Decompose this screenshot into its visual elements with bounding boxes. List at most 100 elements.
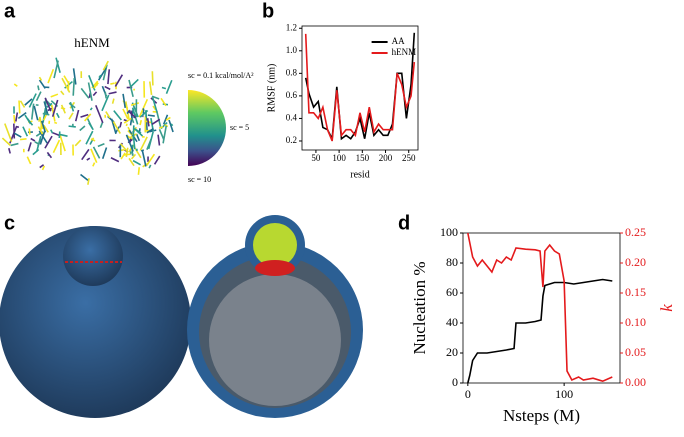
bond — [30, 103, 35, 120]
bond — [161, 86, 167, 90]
colorbar-label: sc = 5 — [230, 123, 249, 132]
bond — [158, 126, 164, 129]
bond — [74, 109, 80, 122]
y2-tick-label: 0.25 — [625, 225, 646, 239]
vesicle-cross-section — [187, 215, 363, 418]
bond — [42, 112, 50, 116]
bond — [141, 150, 147, 167]
bond — [85, 130, 94, 145]
protein-structure — [1, 57, 174, 185]
y2-tick-label: 0.15 — [625, 285, 646, 299]
data-line — [467, 232, 613, 383]
bond — [33, 105, 39, 121]
vesicle-surface — [0, 226, 191, 418]
bond — [13, 132, 22, 138]
bond — [110, 157, 120, 163]
bond — [125, 101, 130, 120]
bond — [30, 137, 36, 142]
bond — [52, 139, 61, 154]
bond — [125, 123, 128, 127]
axes-frame — [462, 232, 621, 384]
bond — [38, 116, 41, 122]
y2-tick-label: 0.20 — [625, 255, 646, 269]
bond — [60, 104, 66, 114]
bond — [168, 119, 174, 133]
bond — [22, 126, 29, 137]
y-tick-label: 60 — [446, 285, 458, 299]
bond — [151, 118, 161, 126]
bond — [123, 153, 131, 156]
y-tick-label: 1.0 — [286, 45, 298, 55]
bond — [153, 155, 161, 165]
bond — [51, 99, 59, 117]
bond — [32, 148, 40, 156]
bond — [90, 137, 95, 141]
bond — [151, 97, 158, 113]
bond — [98, 74, 102, 79]
bond — [26, 117, 34, 126]
bond — [146, 118, 150, 127]
bond — [80, 87, 90, 99]
bond — [148, 164, 152, 169]
bond — [110, 82, 115, 85]
bond — [87, 178, 90, 185]
bond — [108, 91, 117, 95]
bond — [19, 100, 26, 108]
bond — [146, 138, 152, 150]
bond — [50, 93, 59, 98]
bond — [118, 148, 125, 152]
bond — [107, 69, 111, 85]
y-tick-label: 0.2 — [286, 135, 297, 145]
bond — [104, 85, 111, 91]
bond — [92, 162, 96, 167]
bond — [130, 102, 140, 106]
bond — [101, 94, 110, 112]
bond — [170, 123, 174, 127]
bond — [37, 138, 42, 147]
bond — [120, 152, 126, 160]
bond — [80, 113, 89, 118]
bond — [58, 131, 61, 138]
bond — [135, 133, 141, 142]
bond — [90, 148, 98, 163]
data-line — [304, 33, 416, 142]
bond — [101, 147, 108, 160]
bond — [63, 75, 70, 84]
bond — [1, 137, 11, 146]
bond — [55, 57, 61, 73]
bond — [43, 124, 49, 133]
bond — [128, 157, 135, 167]
bond — [160, 97, 167, 107]
bond — [84, 113, 92, 122]
colorbar — [188, 90, 226, 166]
bond — [151, 71, 154, 86]
x-tick-label: 250 — [402, 153, 416, 163]
bond — [46, 151, 53, 159]
bond — [132, 159, 141, 166]
bond — [38, 76, 43, 81]
bond — [68, 102, 76, 109]
bond — [138, 98, 149, 118]
bond — [86, 157, 91, 161]
bond — [162, 114, 169, 125]
bond — [44, 135, 53, 149]
bond — [146, 127, 154, 134]
bond — [89, 107, 93, 111]
y-tick-label: 0.8 — [286, 67, 298, 77]
bond — [54, 121, 58, 125]
bond — [92, 91, 98, 97]
bond — [128, 79, 134, 97]
bond — [37, 85, 40, 91]
bond — [79, 125, 86, 132]
y-tick-label: 40 — [446, 315, 458, 329]
y-axis-label: Nucleation % — [410, 262, 429, 355]
bond — [164, 124, 169, 128]
bond — [43, 114, 48, 121]
bond — [127, 110, 137, 119]
bond — [123, 117, 132, 124]
bond — [139, 119, 143, 126]
bond — [60, 90, 65, 96]
panel-label: a — [4, 0, 16, 22]
bond — [95, 105, 104, 124]
